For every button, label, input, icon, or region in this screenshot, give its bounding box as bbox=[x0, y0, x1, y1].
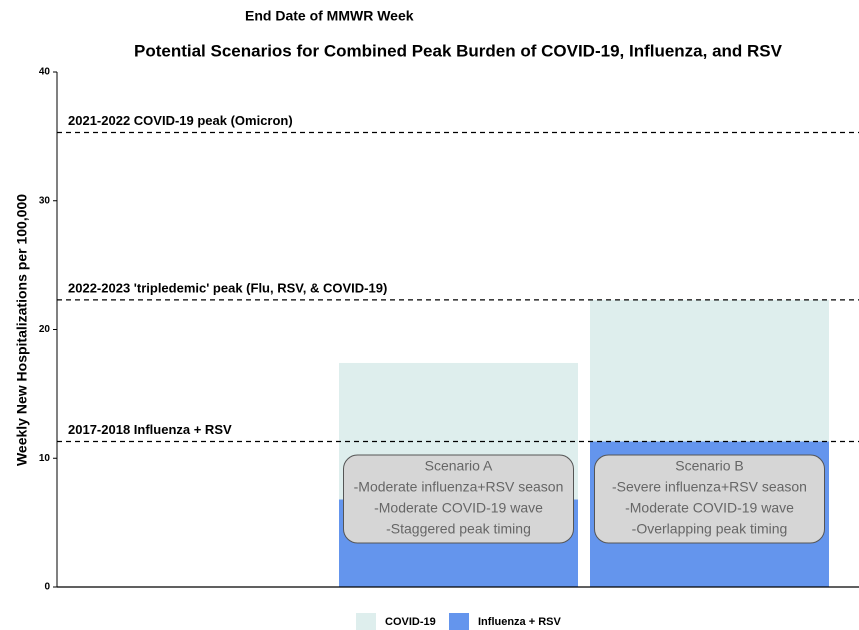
bar-segment bbox=[590, 299, 829, 442]
annotation-text: -Moderate COVID-19 wave bbox=[374, 500, 543, 516]
reference-label: 2021-2022 COVID-19 peak (Omicron) bbox=[68, 113, 293, 128]
y-tick-label: 10 bbox=[39, 453, 51, 464]
legend-swatch bbox=[449, 613, 469, 630]
annotation-box bbox=[594, 454, 825, 544]
y-tick-label: 20 bbox=[39, 324, 51, 335]
chart-title: Potential Scenarios for Combined Peak Bu… bbox=[134, 41, 783, 60]
y-tick-label: 40 bbox=[39, 67, 51, 78]
x-axis-title: End Date of MMWR Week bbox=[245, 8, 414, 24]
annotation-text: -Moderate COVID-19 wave bbox=[625, 500, 794, 516]
annotation-text: -Staggered peak timing bbox=[386, 521, 531, 537]
reference-label: 2022-2023 'tripledemic' peak (Flu, RSV, … bbox=[68, 280, 387, 295]
annotation-box bbox=[343, 454, 574, 544]
annotation-text: -Moderate influenza+RSV season bbox=[354, 479, 564, 495]
annotation-text: Scenario A bbox=[425, 458, 493, 474]
legend-label: Influenza + RSV bbox=[478, 616, 561, 628]
annotation-text: Scenario B bbox=[675, 458, 743, 474]
annotation-text: -Overlapping peak timing bbox=[632, 521, 788, 537]
annotation-text: -Severe influenza+RSV season bbox=[612, 479, 807, 495]
legend-label: COVID-19 bbox=[385, 616, 436, 628]
legend-swatch bbox=[356, 613, 376, 630]
y-tick-label: 0 bbox=[44, 582, 50, 593]
y-tick-label: 30 bbox=[39, 195, 51, 206]
y-axis-title: Weekly New Hospitalizations per 100,000 bbox=[14, 194, 30, 466]
reference-label: 2017-2018 Influenza + RSV bbox=[68, 422, 232, 437]
